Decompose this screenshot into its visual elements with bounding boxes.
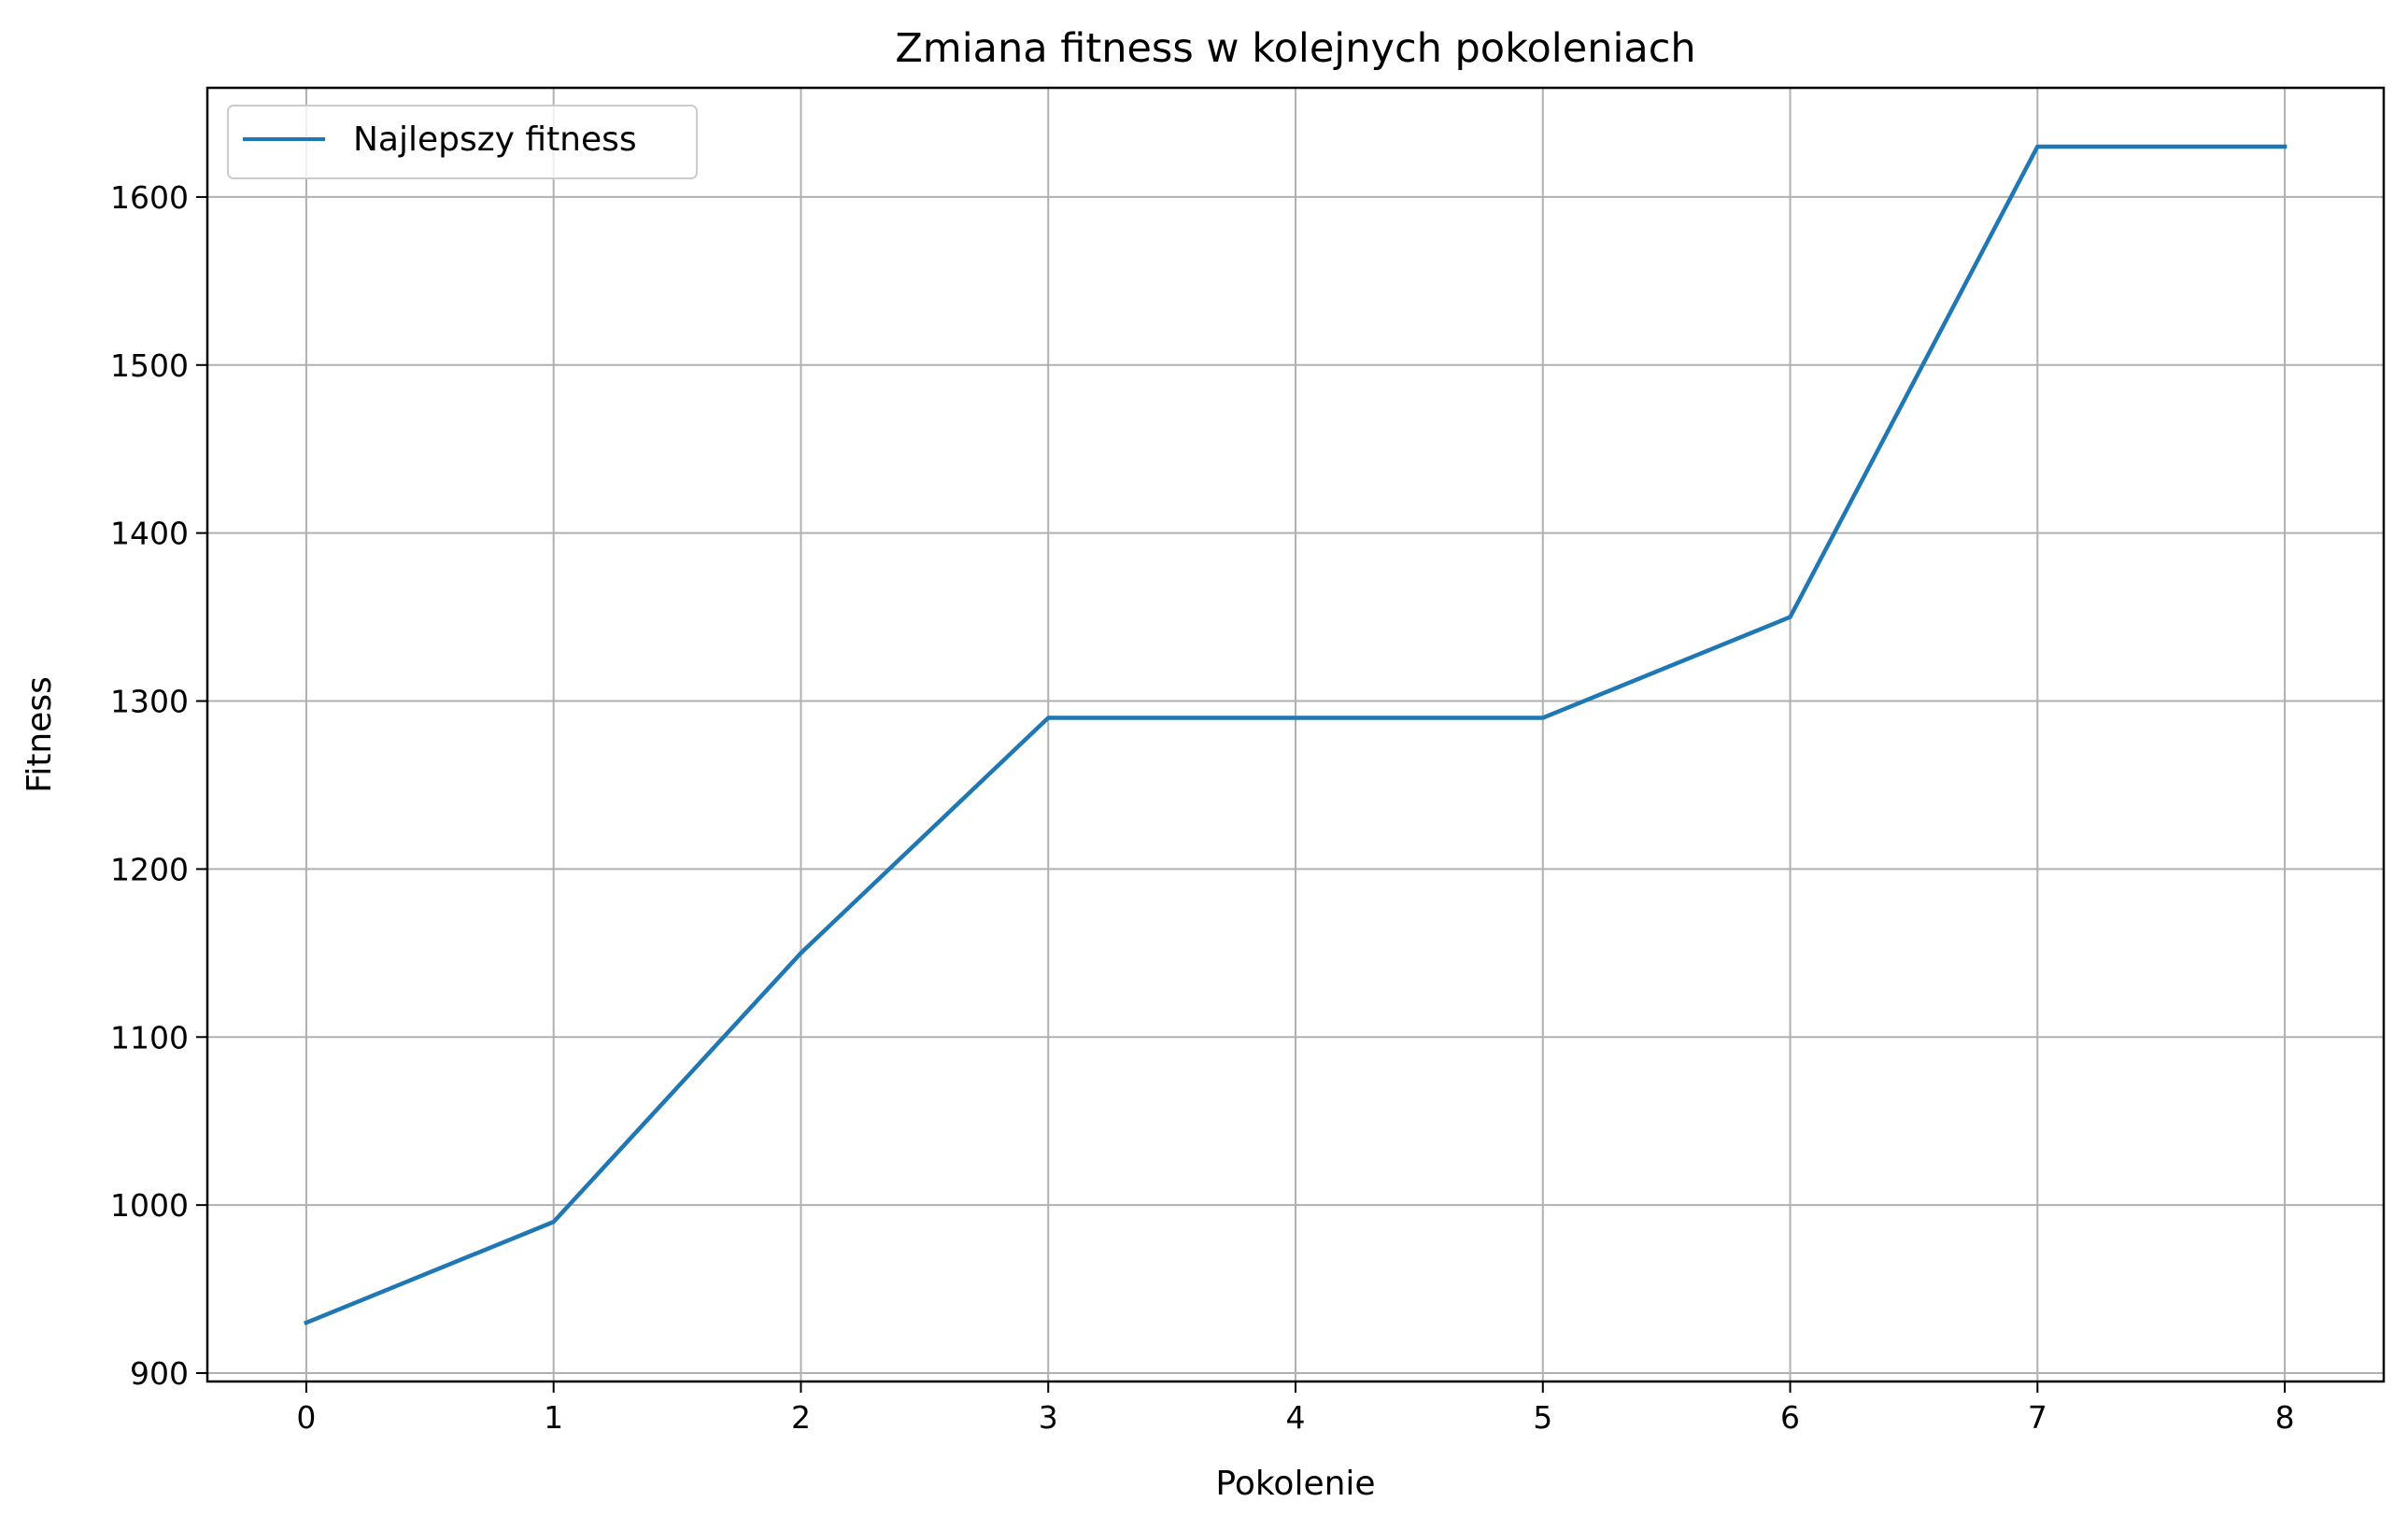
legend: Najlepszy fitness	[227, 105, 698, 179]
x-tick-label: 6	[1780, 1399, 1800, 1436]
y-tick-label: 1000	[110, 1187, 189, 1224]
y-tick-label: 1200	[110, 851, 189, 887]
axis-ticks: 0 1 2 3 4 5 6 7 8 900 1000 1100 1200 1300 1400 1500 1600	[110, 179, 2295, 1436]
y-tick-label: 1600	[110, 179, 189, 216]
chart-title: Zmiana fitness w kolejnych pokoleniach	[895, 25, 1695, 72]
x-tick-label: 2	[791, 1399, 811, 1436]
y-tick-label: 900	[130, 1355, 189, 1392]
x-tick-label: 8	[2275, 1399, 2295, 1436]
x-tick-label: 7	[2028, 1399, 2047, 1436]
x-tick-label: 5	[1533, 1399, 1552, 1436]
y-tick-label: 1400	[110, 516, 189, 552]
y-tick-label: 1300	[110, 684, 189, 720]
x-tick-label: 1	[544, 1399, 563, 1436]
y-tick-label: 1100	[110, 1019, 189, 1055]
x-axis-title: Pokolenie	[1215, 1465, 1375, 1503]
y-tick-label: 1500	[110, 347, 189, 384]
series-layer	[303, 144, 2288, 1325]
series-line	[303, 144, 2288, 1325]
y-axis-title: Fitness	[21, 676, 59, 793]
x-tick-label: 4	[1286, 1399, 1306, 1436]
grid-lines	[207, 88, 2384, 1381]
legend-box	[227, 105, 698, 179]
x-tick-label: 3	[1039, 1399, 1058, 1436]
legend-label: Najlepszy fitness	[353, 120, 637, 159]
x-tick-label: 0	[296, 1399, 316, 1436]
